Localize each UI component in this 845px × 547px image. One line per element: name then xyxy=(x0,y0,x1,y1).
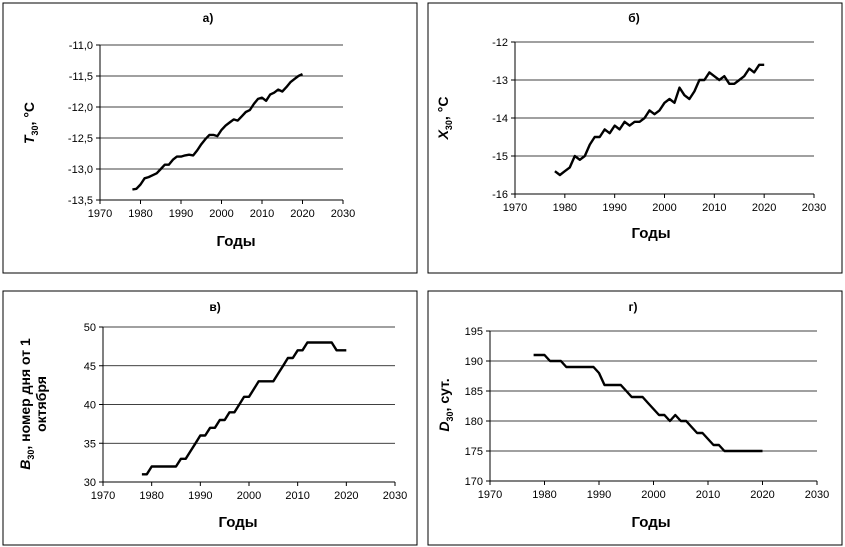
x-tick-label: 2020 xyxy=(752,202,776,214)
x-tick-label: 1970 xyxy=(503,202,527,214)
y-label-symbol: B xyxy=(17,460,33,470)
y-label-subscript: 30 xyxy=(445,411,455,421)
x-tick-label: 1990 xyxy=(169,208,193,220)
y-tick-label: 45 xyxy=(84,361,96,373)
y-tick-label: 175 xyxy=(465,446,483,458)
y-tick-label: -15 xyxy=(492,151,508,163)
series-line xyxy=(554,63,765,177)
x-tick-label: 2010 xyxy=(702,202,726,214)
x-tick-label: 1990 xyxy=(188,490,212,502)
x-axis-label: Годы xyxy=(218,514,257,531)
y-label-symbol: D xyxy=(436,421,452,431)
chart-panel-3: 30 35 40 45 50 1970 1980 1990 2000 2010 2020 2030 в)… xyxy=(2,290,418,546)
x-tick-label: 2000 xyxy=(237,490,261,502)
y-label-text: , номер дня от 1 xyxy=(17,338,33,450)
y-tick-label: -12,0 xyxy=(68,102,93,114)
chart-panel-2: -16 -15 -14 -13 -12 1970 1980 1990 2000 2010 2020 2… xyxy=(427,2,843,274)
x-tick-label: 2020 xyxy=(750,489,774,501)
y-tick-label: -11,0 xyxy=(69,40,93,52)
series-line xyxy=(533,353,763,453)
y-tick-label: 40 xyxy=(84,400,96,412)
y-tick-label: 50 xyxy=(84,322,96,334)
y-tick-label: -13,5 xyxy=(68,195,93,207)
x-tick-label: 2030 xyxy=(331,208,355,220)
x-tick-label: 1990 xyxy=(602,202,626,214)
y-tick-label: 195 xyxy=(465,326,483,338)
x-tick-label: 2020 xyxy=(290,208,314,220)
x-tick-label: 2000 xyxy=(641,489,665,501)
panel-frame xyxy=(427,290,843,546)
chart-panel-1: -13,5 -13,0 -12,5 -12,0 -11,5 -11,0 1970 1980 19… xyxy=(2,2,418,274)
y-tick-label: -12,5 xyxy=(68,133,93,145)
x-tick-label: 2010 xyxy=(696,489,720,501)
x-tick-label: 1980 xyxy=(139,490,163,502)
y-label-text: , сут. xyxy=(436,378,452,411)
panel-title: а) xyxy=(203,11,214,25)
series-line xyxy=(141,341,347,476)
y-axis-label-line2: октября xyxy=(33,376,49,432)
x-tick-label: 1980 xyxy=(532,489,556,501)
x-tick-label: 1980 xyxy=(128,208,152,220)
x-tick-label: 2010 xyxy=(285,490,309,502)
x-tick-label: 1970 xyxy=(478,489,502,501)
y-tick-label: 170 xyxy=(465,476,483,488)
chart-panel-4: 170 175 180 185 190 195 1970 1980 1990 2000 2010 20… xyxy=(427,290,843,546)
x-tick-label: 2030 xyxy=(802,202,826,214)
y-label-symbol: X xyxy=(435,128,451,140)
panel-frame xyxy=(2,290,418,546)
y-axis-label: X30, °C xyxy=(435,97,454,141)
y-label-text: , °C xyxy=(435,97,451,121)
y-tick-label: 185 xyxy=(465,386,483,398)
x-axis-label: Годы xyxy=(216,233,255,250)
x-tick-label: 2020 xyxy=(334,490,358,502)
panel-title: г) xyxy=(629,300,638,314)
y-axis-label: B30, номер дня от 1 xyxy=(17,338,36,470)
y-label-text: , °C xyxy=(21,102,37,126)
x-tick-label: 1970 xyxy=(88,208,112,220)
panel-title: в) xyxy=(209,300,220,314)
y-label-subscript: 30 xyxy=(26,450,36,460)
y-tick-label: 35 xyxy=(84,438,96,450)
y-label-symbol: T xyxy=(21,134,37,144)
y-label-subscript: 30 xyxy=(30,125,40,135)
y-tick-label: 180 xyxy=(465,416,483,428)
x-axis-label: Годы xyxy=(631,514,670,531)
x-tick-label: 2000 xyxy=(209,208,233,220)
y-tick-label: -13,0 xyxy=(68,164,93,176)
x-tick-label: 1990 xyxy=(587,489,611,501)
y-axis-label: D30, сут. xyxy=(436,378,455,431)
x-tick-label: 1980 xyxy=(553,202,577,214)
y-label-subscript: 30 xyxy=(444,120,454,130)
y-tick-label: -12 xyxy=(492,37,508,49)
x-axis-label: Годы xyxy=(631,225,670,242)
series-line xyxy=(132,73,304,191)
x-tick-label: 2000 xyxy=(652,202,676,214)
x-tick-label: 2030 xyxy=(383,490,407,502)
x-tick-label: 1970 xyxy=(91,490,115,502)
y-axis-label: T30, °C xyxy=(21,102,40,144)
y-tick-label: -14 xyxy=(492,113,508,125)
y-tick-label: -16 xyxy=(492,189,508,201)
panel-title: б) xyxy=(628,11,639,25)
y-tick-label: 190 xyxy=(465,356,483,368)
x-tick-label: 2010 xyxy=(250,208,274,220)
y-tick-label: -13 xyxy=(492,75,508,87)
x-tick-label: 2030 xyxy=(805,489,829,501)
y-tick-label: 30 xyxy=(84,477,96,489)
y-tick-label: -11,5 xyxy=(69,71,93,83)
panel-frame xyxy=(427,2,843,274)
